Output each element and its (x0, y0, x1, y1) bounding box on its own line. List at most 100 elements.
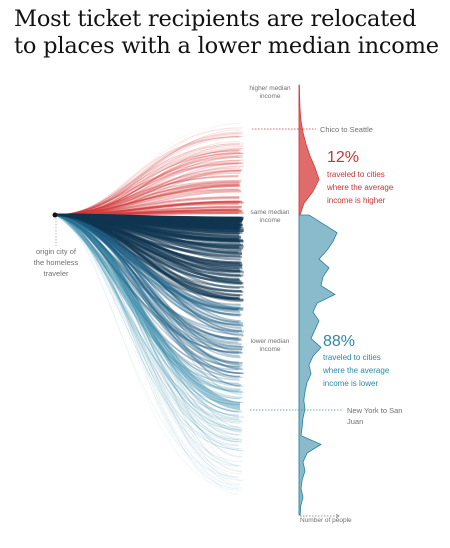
flow-line-lower (54, 214, 241, 421)
flow-line-lower (54, 214, 240, 366)
flow-line-lower (54, 214, 239, 447)
flow-line-lower (54, 214, 240, 491)
flow-line-lower (54, 214, 240, 391)
flow-line-lower (54, 214, 244, 327)
flow-line-lower (54, 214, 244, 371)
origin-dot (52, 212, 58, 218)
flow-line-lower (54, 214, 241, 368)
flow-line-lower (54, 214, 240, 484)
flow-line-lower (54, 214, 239, 450)
flow-line-higher (54, 165, 244, 216)
flow-line-higher (54, 150, 239, 216)
flow-line-lower (54, 214, 241, 491)
flow-line-lower (54, 214, 242, 436)
flow-line-lower (54, 214, 240, 378)
flow-line-lower (54, 214, 239, 364)
flow-line-higher (54, 137, 240, 216)
flow-line-lower (54, 213, 242, 278)
flow-line-lower (54, 214, 239, 371)
flow-line-lower (54, 214, 239, 344)
flow-line-lower (54, 214, 244, 310)
flow-line-lower (54, 214, 242, 365)
flow-line-lower (54, 214, 239, 446)
percent-lower: 88% (323, 333, 355, 350)
flow-line-lower (54, 214, 244, 473)
flow-line-lower (54, 214, 240, 381)
flow-line-lower (54, 214, 239, 467)
flow-line-higher (54, 144, 244, 216)
flow-line-lower (54, 214, 241, 466)
flow-line-lower (54, 213, 241, 281)
flow-line-higher (54, 143, 240, 216)
flow-line-lower (54, 214, 244, 333)
flow-line-lower (54, 214, 242, 393)
flow-line-higher (54, 148, 244, 216)
flow-line-lower (54, 214, 243, 364)
flow-line-higher (54, 183, 239, 216)
flow-line-lower (54, 214, 242, 400)
flow-line-higher (54, 133, 241, 216)
flow-line-lower (54, 213, 241, 298)
flow-line-lower (54, 214, 242, 467)
flow-line-higher (54, 135, 242, 216)
flow-line-lower (54, 214, 243, 423)
flow-line-lower (54, 214, 239, 428)
label-higher-median-income: higher median income (249, 85, 291, 100)
flow-line-lower (54, 214, 240, 416)
flow-line-higher (54, 155, 243, 216)
flow-line-lower (54, 213, 240, 300)
flow-line-lower (54, 213, 243, 285)
flow-line-lower (54, 214, 243, 413)
flow-line-higher (54, 143, 240, 216)
flow-line-higher (54, 127, 242, 216)
label-same-median-income: same median income (250, 209, 289, 224)
flow-line-higher (54, 180, 239, 216)
flow-line-lower (54, 214, 240, 316)
flow-line-lower (54, 214, 240, 313)
flow-line-lower (54, 214, 244, 481)
flow-line-lower (54, 214, 242, 375)
flow-line-lower (54, 214, 242, 412)
flow-line-lower (54, 214, 241, 458)
flow-line-lower (54, 214, 239, 467)
flow-line-higher (54, 169, 242, 216)
flow-line-lower (54, 214, 239, 353)
flow-line-lower (54, 213, 243, 303)
flow-line-lower (54, 214, 243, 396)
chart-labels: higher median income same median income lowe… (34, 85, 403, 524)
flow-line-lower (54, 213, 241, 306)
flow-line-higher (54, 149, 240, 216)
flow-line-lower (54, 214, 240, 400)
flow-line-lower (54, 214, 243, 351)
flow-line-higher (54, 163, 239, 216)
flow-line-lower (54, 213, 244, 289)
flow-line-lower (54, 213, 240, 264)
flow-line-higher (54, 159, 244, 216)
flow-line-higher (54, 162, 244, 216)
flow-line-lower (54, 214, 239, 443)
flow-line-lower (54, 214, 242, 333)
flow-line-lower (54, 213, 242, 293)
flow-line-lower (54, 214, 241, 430)
flow-line-lower (54, 214, 240, 406)
flow-line-lower (54, 214, 244, 374)
flow-line-higher (54, 156, 241, 216)
flow-line-higher (54, 152, 241, 216)
flow-line-higher (54, 131, 243, 216)
annotation-new-york-to-san-juan: New York to San Juan (347, 406, 402, 426)
flow-line-lower (54, 214, 243, 463)
flow-line-lower (54, 214, 243, 366)
flow-line-higher (54, 169, 242, 216)
flow-line-higher (54, 127, 243, 216)
label-origin-city: origin city of the homeless traveler (34, 247, 79, 278)
flow-line-lower (54, 214, 242, 351)
flow-line-lower (54, 213, 244, 274)
x-axis-arrow (335, 513, 340, 519)
flow-line-higher (54, 169, 243, 216)
flow-line-lower (54, 213, 242, 285)
flow-line-higher (54, 156, 244, 216)
flow-line-lower (54, 214, 241, 488)
flow-line-higher (54, 162, 242, 216)
flow-line-lower (54, 214, 244, 337)
flow-line-lower (54, 214, 243, 457)
